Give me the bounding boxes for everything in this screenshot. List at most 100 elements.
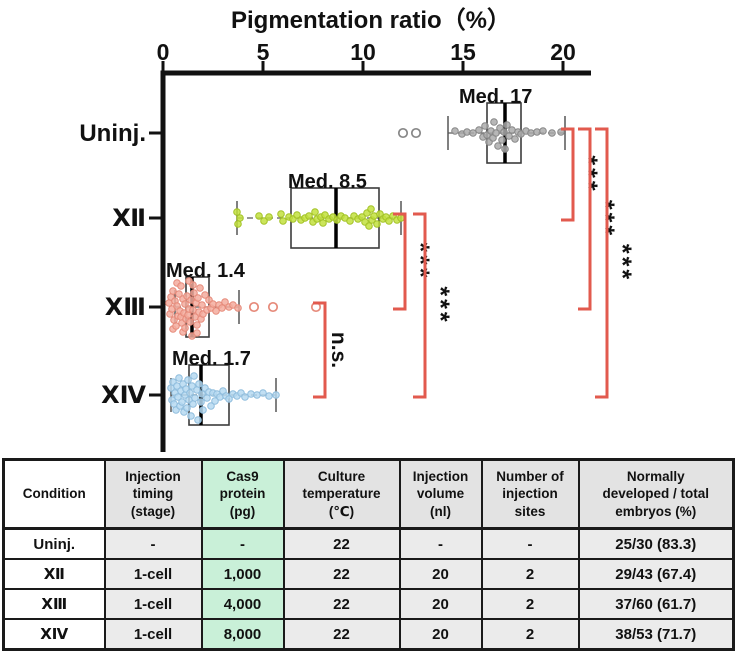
data-point bbox=[481, 122, 489, 130]
data-point bbox=[225, 395, 233, 403]
data-point bbox=[533, 128, 541, 136]
data-point bbox=[241, 393, 249, 401]
data-point bbox=[272, 391, 280, 399]
data-point bbox=[181, 324, 189, 332]
pigmentation-chart: 0 5 10 15 20 Pigmentation ratio（%） Uninj. Med. … bbox=[79, 7, 636, 452]
data-point bbox=[277, 210, 285, 218]
table-cell: 1,000 bbox=[200, 558, 285, 590]
table-cell: 22 bbox=[282, 618, 401, 651]
significance-label: *** bbox=[406, 242, 434, 280]
data-point bbox=[218, 304, 226, 312]
table-cell: 37/60 (61.7) bbox=[577, 588, 735, 620]
category-label: ⅩⅢ bbox=[105, 294, 146, 321]
data-point bbox=[196, 284, 204, 292]
table-cell: ⅩⅣ bbox=[2, 618, 106, 651]
data-point bbox=[178, 398, 186, 406]
data-point bbox=[490, 118, 498, 126]
data-point bbox=[255, 212, 263, 220]
data-point bbox=[527, 129, 535, 137]
table-cell: - bbox=[200, 527, 285, 560]
data-point bbox=[236, 214, 244, 222]
data-point bbox=[463, 128, 471, 136]
x-tick-label: 5 bbox=[257, 39, 270, 65]
table-cell: 1-cell bbox=[103, 558, 203, 590]
table-header-row: Condition Injection timing (stage) Cas9 pr… bbox=[2, 458, 735, 530]
data-point bbox=[198, 390, 206, 398]
x-tick-label: 20 bbox=[550, 39, 576, 65]
outlier-point bbox=[397, 127, 409, 139]
data-point bbox=[207, 402, 215, 410]
data-point bbox=[191, 394, 199, 402]
data-point bbox=[503, 121, 511, 129]
table-header-cell: Culture temperature (℃) bbox=[282, 458, 401, 530]
table-cell: 20 bbox=[398, 558, 483, 590]
data-point bbox=[195, 380, 203, 388]
significance-bracket bbox=[413, 212, 427, 399]
median-label: Med. 8.5 bbox=[288, 171, 367, 193]
data-point bbox=[234, 304, 242, 312]
table-cell: 8,000 bbox=[200, 618, 285, 651]
data-point bbox=[260, 217, 268, 225]
data-point bbox=[397, 214, 405, 222]
data-point bbox=[365, 222, 373, 230]
table-row: ⅩⅣ 1-cell 8,000 22 20 2 38/53 (71.7) bbox=[2, 618, 735, 651]
significance-bracket bbox=[393, 212, 407, 311]
data-point bbox=[174, 393, 182, 401]
significance-label: n.s. bbox=[327, 332, 350, 368]
data-point bbox=[187, 412, 195, 420]
data-point bbox=[475, 126, 483, 134]
data-point bbox=[175, 290, 183, 298]
data-point bbox=[367, 205, 375, 213]
category-label: Uninj. bbox=[79, 120, 146, 147]
chart-title: Pigmentation ratio（%） bbox=[231, 7, 511, 34]
data-point bbox=[451, 127, 459, 135]
table-cell: - bbox=[103, 527, 203, 560]
median-label: Med. 1.4 bbox=[166, 260, 246, 282]
table-cell: 22 bbox=[282, 588, 401, 620]
data-point bbox=[265, 213, 273, 221]
table-header-cell: Injection timing (stage) bbox=[103, 458, 203, 530]
outlier-point bbox=[267, 301, 279, 313]
table-cell: 38/53 (71.7) bbox=[577, 618, 735, 651]
data-point bbox=[492, 129, 500, 137]
data-point bbox=[279, 217, 287, 225]
significance-bracket bbox=[313, 301, 327, 399]
data-point bbox=[186, 318, 194, 326]
data-point bbox=[221, 298, 229, 306]
significance-label: *** bbox=[591, 200, 619, 238]
data-point bbox=[211, 397, 219, 405]
table-cell: 2 bbox=[480, 588, 580, 620]
table-header-cell: Cas9 protein (pg) bbox=[200, 458, 285, 530]
data-point bbox=[169, 287, 177, 295]
table-cell: 22 bbox=[282, 558, 401, 590]
data-point bbox=[188, 382, 196, 390]
data-point bbox=[265, 392, 273, 400]
data-point bbox=[539, 127, 547, 135]
table-cell: 20 bbox=[398, 588, 483, 620]
data-point bbox=[209, 300, 217, 308]
data-point bbox=[494, 142, 502, 150]
data-point bbox=[193, 329, 201, 337]
table-cell: - bbox=[398, 527, 483, 560]
category-label: ⅩⅣ bbox=[101, 382, 147, 409]
x-tick-label: 0 bbox=[157, 39, 170, 65]
table-cell: 22 bbox=[282, 527, 401, 560]
table-cell: 4,000 bbox=[200, 588, 285, 620]
table-cell: 2 bbox=[480, 618, 580, 651]
data-point bbox=[184, 376, 192, 384]
table-header-cell: Normally developed / total embryos (%) bbox=[577, 458, 735, 530]
data-point bbox=[184, 311, 192, 319]
data-point bbox=[198, 301, 206, 309]
data-point bbox=[212, 307, 220, 315]
significance-label: *** bbox=[608, 244, 636, 282]
data-point bbox=[197, 398, 205, 406]
data-point bbox=[305, 212, 313, 220]
table-header-cell: Condition bbox=[2, 458, 106, 530]
significance-label: *** bbox=[426, 286, 454, 324]
table-cell: Uninj. bbox=[2, 527, 106, 560]
data-point bbox=[183, 404, 191, 412]
significance-bracket bbox=[595, 127, 609, 399]
data-point bbox=[194, 416, 202, 424]
median-label: Med. 17 bbox=[459, 86, 532, 108]
